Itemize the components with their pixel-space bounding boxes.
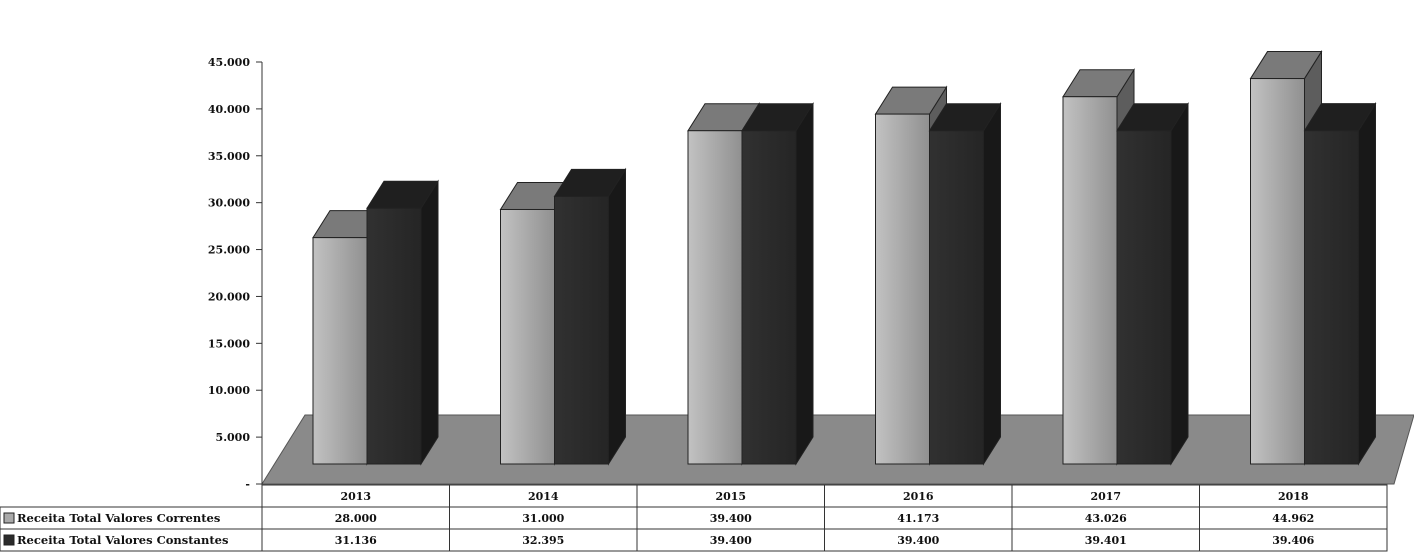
y-tick-label: 45.000 [208,56,250,69]
data-value-label: 39.400 [710,512,752,525]
data-value-label: 39.400 [897,534,939,547]
data-value-label: 28.000 [335,512,377,525]
y-tick-label: 40.000 [208,103,250,116]
bar-2014-s2 [554,195,609,465]
y-tick-label: 5.000 [216,431,251,444]
bar-side-2013-s2 [420,179,439,466]
bar-side-2016-s2 [983,101,1001,466]
category-label: 2016 [903,490,934,503]
data-value-label: 41.173 [897,512,939,525]
bar-2015-s1 [687,130,743,465]
bar-side-2014-s2 [608,167,626,466]
bar-2016-s2 [929,130,984,465]
data-value-label: 31.000 [522,512,564,525]
bar-2015-s2 [741,130,797,465]
legend-swatch [3,512,15,524]
data-value-label: 39.406 [1272,534,1314,547]
bar-2014-s1 [500,208,555,465]
category-label: 2015 [715,490,746,503]
data-value-label: 31.136 [335,534,377,547]
category-label: 2018 [1278,490,1309,503]
bar-2013-s1 [312,237,368,465]
data-value-label: 39.401 [1085,534,1127,547]
bar-2018-s1 [1250,78,1305,465]
y-tick-label: - [245,478,250,491]
legend-label: Receita Total Valores Constantes [17,533,228,547]
category-label: 2013 [340,490,371,503]
data-value-label: 44.962 [1272,512,1314,525]
y-tick-label: 25.000 [208,244,250,257]
bar-side-2017-s2 [1170,101,1189,466]
bar-2017-s1 [1062,96,1118,465]
bar-2013-s2 [366,207,422,465]
y-tick-label: 30.000 [208,197,250,210]
legend-label: Receita Total Valores Correntes [17,511,220,525]
bar-side-2015-s2 [795,101,814,466]
y-tick-label: 15.000 [208,337,250,350]
bar-2018-s2 [1304,130,1359,465]
bar-2017-s2 [1116,130,1172,465]
bar-2016-s1 [875,113,930,465]
category-label: 2017 [1090,490,1121,503]
legend-swatch [3,534,15,546]
data-value-label: 43.026 [1085,512,1127,525]
data-value-label: 39.400 [710,534,752,547]
y-tick-label: 35.000 [208,150,250,163]
y-tick-label: 20.000 [208,290,250,303]
bar-side-2018-s2 [1358,101,1376,466]
y-tick-label: 10.000 [208,384,250,397]
category-label: 2014 [528,490,559,503]
data-value-label: 32.395 [522,534,564,547]
